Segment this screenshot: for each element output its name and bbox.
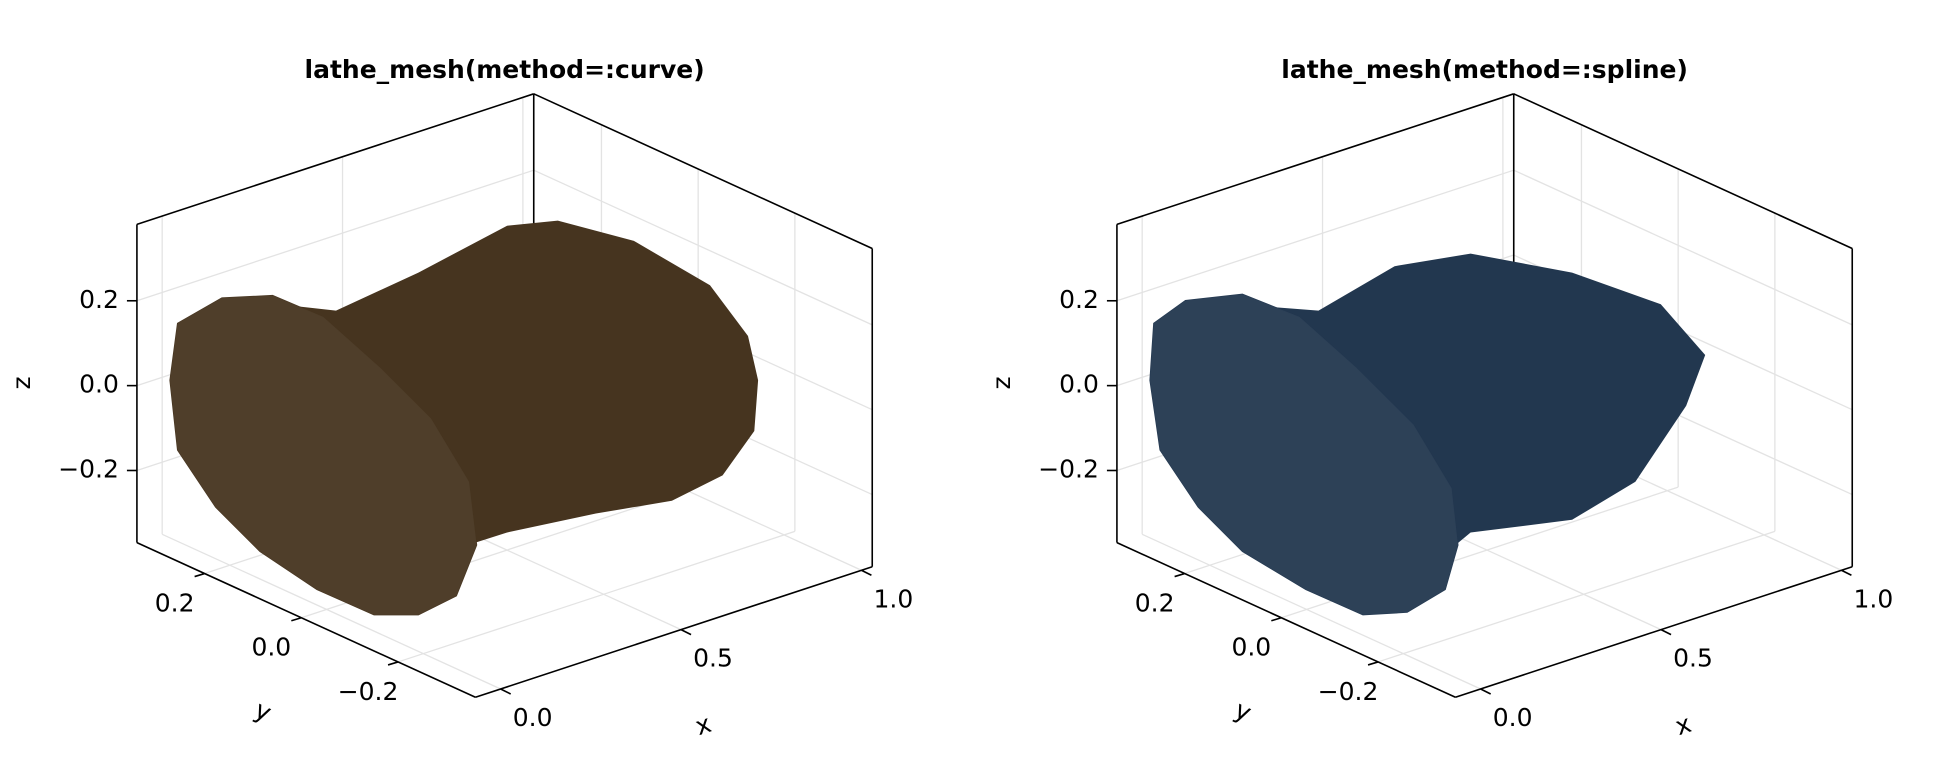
y-tick-label: 0.2 [155,589,195,618]
y-axis-label: y [1230,695,1256,728]
x-tick-label: 0.0 [1493,703,1533,732]
mesh-flange-shade [1149,294,1458,615]
mesh-flange [169,294,478,616]
tick-mark [1271,616,1282,622]
grid-line [1116,169,1514,302]
chart-title: lathe_mesh(method=:curve) [305,55,705,84]
grid-line [1141,533,1481,690]
frame-line [136,93,534,226]
x-tick-label: 0.0 [513,703,553,732]
tick-mark [861,569,872,576]
z-tick-label: 0.0 [79,370,119,399]
y-tick-label: 0.0 [1231,633,1271,662]
chart-title: lathe_mesh(method=:spline) [1281,55,1688,84]
frame-line [475,565,873,699]
tick-mark [500,688,512,695]
tick-mark [387,661,399,666]
x-tick-label: 0.5 [1673,644,1713,673]
x-tick-label: 1.0 [874,584,914,613]
tick-mark [1480,688,1492,695]
z-tick-label: 0.2 [1059,285,1099,314]
y-tick-label: 0.2 [1135,589,1175,618]
mesh-body [221,220,759,596]
grid-line [1377,530,1776,663]
tick-mark [1841,569,1852,576]
frame-line [1455,565,1853,699]
z-tick-label: 0.0 [1059,370,1099,399]
y-axis-label: y [250,695,276,728]
mesh-flange [1149,293,1459,616]
frame-line [1513,93,1853,250]
z-tick-label: −0.2 [58,454,119,483]
x-tick-label: 0.5 [693,644,733,673]
tick-mark [1660,628,1672,636]
mesh-flange-shade [169,295,477,615]
z-tick-label: 0.2 [79,285,119,314]
tick-mark [680,628,692,636]
z-axis-label: z [987,376,1016,389]
z-axis-label: z [7,376,36,389]
frame-line [1116,541,1456,699]
y-tick-label: −0.2 [338,677,399,706]
frame-line [136,541,476,699]
y-tick-label: −0.2 [1318,677,1379,706]
tick-mark [1174,572,1185,578]
grid-line [136,169,534,302]
grid-line [161,533,501,690]
z-tick-label: −0.2 [1038,454,1099,483]
frame-line [533,93,873,250]
y-tick-label: 0.0 [251,633,291,662]
grid-line [397,530,796,663]
x-tick-label: 1.0 [1854,584,1894,613]
grid-line [533,169,873,326]
axis3d: 0.0 0.5 1.0 −0.2 0.0 0.2 −0.2 0.0 0.2 x y z lathe_me… [987,55,1893,741]
tick-mark [291,616,302,622]
grid-line [1513,169,1853,326]
x-axis-label: x [1672,709,1695,741]
axis3d: 0.0 0.5 1.0 −0.2 0.0 0.2 −0.2 0.0 0.2 x y z lathe_me… [7,55,913,741]
tick-mark [194,572,205,578]
frame-line [1116,93,1514,226]
tick-mark [1367,661,1379,666]
x-axis-label: x [692,709,715,741]
